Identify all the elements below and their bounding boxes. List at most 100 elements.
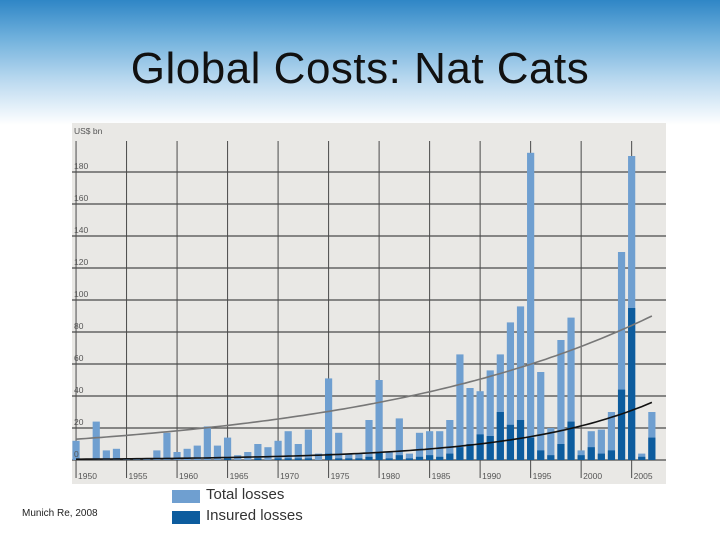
bar-insured-1993	[506, 424, 515, 460]
bar-insured-2000	[577, 455, 585, 460]
bar-total-1982	[395, 418, 403, 460]
bar-total-1991	[486, 370, 494, 460]
x-tick-label: 1980	[381, 471, 400, 481]
x-tick-label: 1955	[129, 471, 148, 481]
bar-insured-2005	[628, 308, 636, 460]
bar-total-1995	[527, 152, 535, 461]
bar-total-1990	[476, 391, 484, 460]
x-tick-label: 1960	[179, 471, 198, 481]
bar-insured-1999	[567, 421, 575, 460]
bar-total-1962	[193, 445, 201, 460]
bar-total-1964	[213, 445, 222, 460]
bar-insured-2007	[648, 437, 656, 460]
bar-total-1973	[304, 429, 312, 460]
bar-total-1974	[314, 453, 323, 460]
bar-total-1981	[385, 452, 393, 460]
bar-total-2002	[597, 429, 605, 460]
bar-total-1987	[446, 420, 454, 460]
bar-insured-1985	[426, 455, 434, 460]
legend-swatch-total	[172, 490, 200, 503]
bar-insured-1990	[476, 434, 484, 460]
bar-total-1971	[284, 431, 292, 460]
bar-total-1969	[264, 447, 272, 460]
bar-insured-1979	[365, 456, 373, 460]
bar-insured-1982	[395, 455, 403, 460]
y-tick-label: 80	[74, 321, 84, 331]
bar-total-1970	[274, 440, 282, 460]
bar-total-1992	[496, 354, 504, 460]
bar-total-1960	[173, 452, 181, 460]
y-tick-label: 140	[74, 225, 88, 235]
bar-total-1976	[335, 432, 343, 460]
bar-total-1983	[405, 453, 414, 460]
bar-total-1997	[547, 428, 555, 460]
bar-insured-1983	[405, 458, 414, 460]
bar-insured-2003	[607, 450, 616, 460]
bar-total-1967	[244, 452, 252, 460]
y-tick-label: 100	[74, 289, 88, 299]
bar-total-2007	[648, 412, 656, 460]
bar-insured-2001	[587, 447, 595, 460]
bar-insured-1968	[254, 458, 262, 460]
bar-total-1961	[183, 448, 191, 460]
slide-title: Global Costs: Nat Cats	[130, 44, 590, 93]
bar-insured-1971	[284, 458, 292, 460]
bar-total-1998	[557, 340, 565, 460]
y-tick-label: 0	[74, 449, 79, 459]
bar-insured-1984	[415, 456, 424, 460]
bar-total-2004	[617, 252, 626, 460]
bar-total-1984	[415, 432, 424, 460]
trend-line-total	[75, 315, 653, 440]
bar-insured-1987	[446, 453, 454, 460]
bar-total-1972	[294, 444, 302, 460]
axis-labels: US$ bn 0 20 40 60 80 100 120 140 160 180 1950 1955 1…	[74, 126, 653, 481]
bar-total-1975	[324, 378, 333, 460]
bar-insured-1980	[375, 452, 383, 460]
legend-label-insured: Insured losses	[206, 507, 303, 524]
bar-insured-2002	[597, 453, 605, 460]
source-note: Munich Re, 2008	[22, 508, 98, 519]
bar-total-1999	[567, 317, 575, 460]
bar-insured-1998	[557, 444, 565, 460]
bar-total-1986	[436, 431, 444, 460]
legend-swatch-insured	[172, 511, 200, 524]
x-tick-label: 1975	[331, 471, 350, 481]
y-tick-label: 40	[74, 385, 84, 395]
y-tick-label: 60	[74, 353, 84, 363]
bar-total-1989	[466, 388, 474, 460]
x-tick-label: 2000	[583, 471, 602, 481]
y-tick-label: 20	[74, 417, 84, 427]
bar-insured-1975	[324, 453, 333, 460]
y-axis-label: US$ bn	[74, 126, 103, 136]
bar-total-1979	[365, 420, 373, 460]
bar-total-1958	[153, 450, 161, 460]
legend-label-total: Total losses	[206, 486, 285, 503]
bar-total-1985	[426, 431, 434, 460]
bar-total-1977	[345, 453, 353, 460]
trend-lines	[75, 315, 653, 460]
bar-insured-1992	[496, 412, 504, 460]
bar-total-1965	[223, 437, 232, 460]
bar-total-2003	[607, 412, 616, 460]
bar-insured-1986	[436, 456, 444, 460]
x-tick-label: 1995	[533, 471, 552, 481]
bar-insured-1996	[537, 450, 545, 460]
bar-total-1968	[254, 444, 262, 460]
bar-insured-1972	[294, 458, 302, 460]
bars	[72, 152, 656, 461]
x-tick-label: 2005	[634, 471, 653, 481]
bar-total-1953	[102, 450, 110, 460]
bar-total-1980	[375, 380, 383, 460]
bar-insured-1997	[547, 455, 555, 460]
x-tick-label: 1950	[78, 471, 97, 481]
bar-insured-1977	[345, 458, 353, 460]
y-tick-label: 160	[74, 193, 88, 203]
bar-total-1950	[72, 440, 80, 460]
bar-insured-1991	[486, 436, 494, 460]
bar-insured-1970	[274, 458, 282, 460]
bar-insured-1994	[516, 420, 525, 460]
bar-total-2001	[587, 431, 595, 460]
bar-insured-2004	[617, 389, 626, 460]
bar-insured-1995	[527, 437, 535, 460]
